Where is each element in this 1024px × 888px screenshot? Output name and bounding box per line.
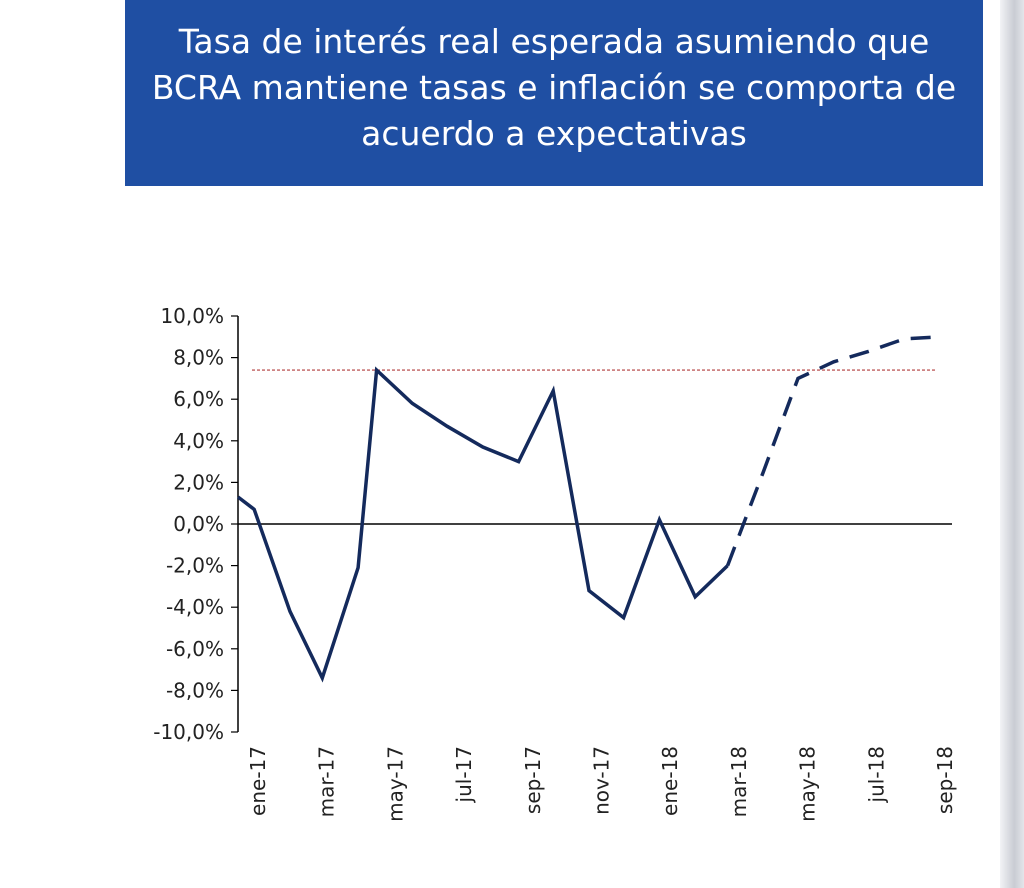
series-line-forecast xyxy=(725,335,941,567)
window-edge xyxy=(1000,0,1024,888)
x-tick-label: jul-18 xyxy=(864,746,888,803)
x-tick-label: nov-17 xyxy=(590,746,614,815)
x-tick-label: mar-17 xyxy=(315,746,339,817)
y-tick-label: 6,0% xyxy=(173,387,224,411)
x-tick-label: sep-17 xyxy=(521,746,545,814)
y-tick-label: -10,0% xyxy=(153,720,224,744)
y-tick-label: -2,0% xyxy=(166,554,224,578)
y-axis: 10,0% 8,0% 6,0% 4,0% 2,0% 0,0% -2,0% -4,0% -6,0%… xyxy=(153,304,239,744)
x-axis: ene-17 mar-17 may-17 jul-17 sep-17 nov-17 ene-… xyxy=(238,523,957,822)
x-tick-label: ene-18 xyxy=(658,746,682,816)
y-tick-label: 10,0% xyxy=(160,304,224,328)
y-tick-label: -8,0% xyxy=(166,678,224,702)
x-tick-label: may-17 xyxy=(383,746,407,822)
x-tick-label: mar-18 xyxy=(727,746,751,817)
y-tick-label: -6,0% xyxy=(166,637,224,661)
line-chart: 10,0% 8,0% 6,0% 4,0% 2,0% 0,0% -2,0% -4,0% -6,0%… xyxy=(153,304,957,822)
series-group xyxy=(236,335,941,683)
y-tick-label: 4,0% xyxy=(173,429,224,453)
y-tick-label: -4,0% xyxy=(166,595,224,619)
x-tick-label: may-18 xyxy=(796,746,820,822)
x-tick-label: jul-17 xyxy=(452,746,476,803)
y-tick-label: 0,0% xyxy=(173,512,224,536)
x-tick-label: ene-17 xyxy=(246,746,270,816)
series-line-actual xyxy=(236,366,729,683)
y-tick-label: 2,0% xyxy=(173,470,224,494)
x-tick-label: sep-18 xyxy=(933,746,957,814)
y-tick-label: 8,0% xyxy=(173,346,224,370)
chart-title: Tasa de interés real esperada asumiendo … xyxy=(151,22,957,153)
chart-title-box: Tasa de interés real esperada asumiendo … xyxy=(125,0,983,186)
